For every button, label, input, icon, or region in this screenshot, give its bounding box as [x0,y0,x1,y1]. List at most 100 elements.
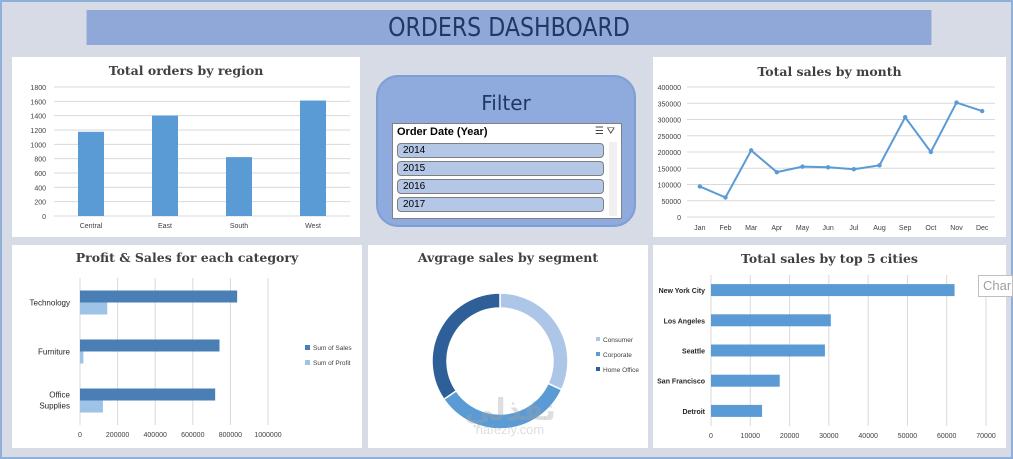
y-tick-label: 200 [34,200,46,207]
y-tick-label: New York City [659,288,706,295]
clear-filter-icon[interactable]: ⛛ [606,126,615,137]
x-tick-label: West [305,223,321,230]
slicer-item-2016[interactable]: 2016 [397,179,604,194]
x-tick-label: 400000 [144,432,167,439]
x-tick-label: Aug [873,225,886,232]
chart-sales-by-segment[interactable]: Avgrage sales by segment Consumer Corpora… [368,245,648,448]
legend-swatch [596,352,600,356]
y-tick-label: 400 [34,185,46,192]
bar [711,344,825,357]
year-slicer[interactable]: Order Date (Year) ☰ ⛛ 2014 2015 2016 201… [392,123,622,219]
data-point [825,165,831,170]
x-tick-label: 200000 [106,432,129,439]
bar [80,388,216,401]
y-tick-label: 0 [677,215,681,222]
legend-swatch [596,367,600,371]
x-tick-label: Apr [771,225,783,232]
x-tick-label: 70000 [976,433,996,440]
legend-label: Home Office [603,367,639,374]
x-tick-label: 1000000 [254,432,281,439]
y-tick-label: 1400 [30,114,46,121]
chart-sales-by-month[interactable]: Total sales by month 0 50000 100000 150000 2… [653,57,1006,237]
chart-orders-by-region[interactable]: Total orders by region 0 200 400 600 800 1000… [12,57,360,237]
y-tick-label: 100000 [658,183,681,190]
bar [78,131,104,216]
x-tick-label: East [158,223,172,230]
multi-select-icon[interactable]: ☰ [594,126,604,137]
slicer-item-2017[interactable]: 2017 [397,197,604,212]
x-tick-label: Jun [823,225,834,232]
x-tick-label: Dec [976,225,989,232]
data-point [748,148,754,153]
y-tick-label: 200000 [658,150,681,157]
chart-title: Total sales by month [757,64,902,79]
dashboard-title: ORDERS DASHBOARD [86,10,932,45]
chart-sales-by-city[interactable]: Total sales by top 5 cities 0 10000 20000 3… [653,245,1006,448]
chart-title: Avgrage sales by segment [417,250,599,265]
category-bar-chart: 0 200000 400000 600000 800000 1000000 Technolo… [30,278,352,439]
slicer-scrollbar[interactable] [609,142,617,216]
y-tick-label: 800 [34,157,46,164]
legend-label: Corporate [603,352,632,359]
x-tick-label: 40000 [858,433,878,440]
y-tick-label: Los Angeles [664,318,705,325]
segment-doughnut-chart: Consumer Corporate Home Office [431,292,639,430]
bar [80,290,238,303]
month-line-chart: 0 50000 100000 150000 200000 250000 300000 3500… [658,85,995,232]
x-tick-label: Mar [745,225,758,232]
x-tick-label: Sep [899,225,912,232]
slicer-header: Order Date (Year) [397,126,488,138]
y-tick-label: 1200 [30,128,46,135]
x-tick-label: 60000 [937,433,957,440]
x-tick-label: 600000 [181,432,204,439]
y-tick-label: Technology [30,299,70,308]
bar [711,404,763,417]
bar [711,314,831,327]
bar [152,115,178,216]
region-bar-chart: 0 200 400 600 800 1000 1200 1400 1600 1800 Central… [30,85,350,230]
x-tick-label: 30000 [819,433,839,440]
data-point [697,184,703,189]
x-tick-label: 0 [78,432,82,439]
chart-title: Profit & Sales for each category [75,250,299,265]
legend-label: Consumer [603,337,634,344]
data-point [723,195,728,200]
legend-label: Sum of Profit [313,360,351,367]
y-tick-label: 0 [42,214,46,221]
pie-slice [431,292,501,401]
slicer-toolbar: ☰ ⛛ [595,126,615,137]
slicer-item-2015[interactable]: 2015 [397,161,604,176]
x-tick-label: Oct [925,225,936,232]
y-tick-label: 1000 [30,142,46,149]
city-bar-chart: 0 10000 20000 30000 40000 50000 60000 70000 New … [657,275,996,440]
data-point [851,167,857,172]
slicer-item-2014[interactable]: 2014 [397,143,604,158]
data-point [800,164,805,169]
x-tick-label: Feb [719,225,731,232]
x-tick-label: Jan [694,225,705,232]
chart-floating-tab[interactable]: Char [978,275,1013,297]
data-point [954,100,959,105]
legend-swatch [305,360,310,365]
data-point [902,115,908,120]
x-tick-label: Jul [849,225,858,232]
y-tick-label: Furniture [38,348,71,357]
legend-label: Sum of Sales [313,345,352,352]
legend-swatch [596,337,600,341]
chart-profit-sales-category[interactable]: Profit & Sales for each category 0 200000… [12,245,362,448]
watermark-latin: nafezly.com [475,422,545,437]
x-tick-label: 0 [709,433,713,440]
data-point [877,163,882,168]
bar [300,100,326,216]
bar [226,157,252,216]
bar [80,302,108,315]
x-tick-label: 50000 [898,433,918,440]
watermark: نفذلي nafezly.com [440,393,580,453]
pie-slice [499,292,569,391]
legend-swatch [305,345,310,350]
x-tick-label: Central [80,223,103,230]
data-point [979,108,985,114]
y-tick-label: Office [49,391,70,400]
y-tick-label: 50000 [662,199,682,206]
